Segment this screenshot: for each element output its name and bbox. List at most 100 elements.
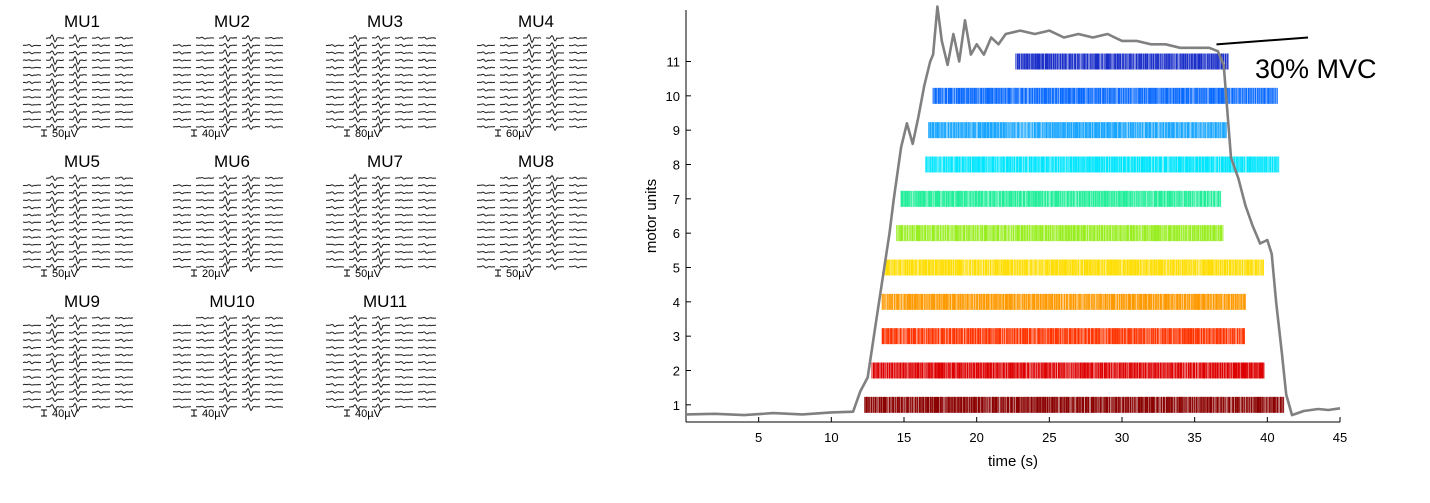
waveform-trace [22,88,42,92]
waveform-trace [114,213,134,217]
waveform-trace [45,203,65,214]
mvc-pointer-line [1216,36,1309,46]
waveform-trace [45,116,65,124]
waveform-trace [499,110,519,114]
y-tick-label: 7 [673,192,680,207]
waveform-trace [219,262,238,273]
waveform-trace [172,346,192,350]
waveform-trace [68,380,87,390]
waveform-trace [114,58,133,62]
motor-unit-title: MU4 [518,12,554,31]
waveform-trace [348,256,368,263]
spike-train-unit-3 [881,328,1245,345]
waveform-trace [499,258,519,261]
waveform-trace [195,221,215,224]
waveform-trace [91,95,111,99]
waveform-trace [371,254,390,265]
waveform-trace [172,206,192,210]
waveform-trace [568,221,588,224]
waveform-trace [545,225,565,235]
waveform-trace [241,78,261,87]
waveform-trace [349,248,368,257]
waveform-trace [264,390,284,394]
waveform-trace [172,198,192,202]
waveform-trace [218,336,238,345]
x-tick-label: 15 [897,430,911,445]
waveform-trace [22,51,42,55]
waveform-trace [476,191,496,195]
waveform-trace [394,368,413,372]
waveform-trace [196,316,215,320]
waveform-trace [264,103,284,106]
waveform-trace [68,55,88,66]
waveform-trace [326,51,345,55]
waveform-trace [195,191,215,195]
waveform-trace [68,71,88,80]
waveform-trace [325,353,345,357]
waveform-trace [264,316,284,320]
waveform-trace [114,398,134,401]
waveform-trace [264,265,284,268]
waveform-trace [195,405,214,409]
waveform-trace [371,358,391,368]
scale-bar-label: 50µV [52,268,79,280]
waveform-trace [68,255,88,265]
waveform-trace [195,103,214,107]
x-tick-label: 25 [1042,430,1056,445]
waveform-trace [348,196,368,205]
waveform-trace [264,250,284,254]
waveform-trace [241,315,261,322]
waveform-trace [569,198,588,202]
waveform-trace [264,73,284,77]
waveform-trace [325,103,344,106]
waveform-trace [114,375,134,379]
waveform-trace [348,173,368,184]
waveform-trace [264,221,284,224]
waveform-trace [371,212,391,219]
waveform-trace [23,221,42,224]
y-tick-label: 6 [673,226,680,241]
waveform-trace [394,88,414,92]
waveform-trace [22,338,42,342]
waveform-trace [45,78,65,88]
waveform-trace [476,118,496,121]
spike-train-unit-5 [884,259,1264,276]
waveform-trace [522,211,542,220]
waveform-trace [325,331,345,335]
waveform-trace [417,51,436,54]
waveform-trace [417,235,437,239]
waveform-trace [91,346,111,349]
waveform-trace [568,236,588,239]
waveform-trace [172,265,192,269]
waveform-trace [371,351,391,360]
scale-bar-label: 40µV [355,408,382,420]
waveform-trace [546,55,565,66]
waveform-trace [371,101,391,109]
waveform-trace [371,79,390,87]
waveform-trace [195,258,215,262]
waveform-trace [91,353,111,357]
motor-unit-title: MU3 [367,12,403,31]
waveform-trace [218,366,238,375]
waveform-trace [196,346,215,349]
waveform-trace [218,387,238,398]
scale-bar-label: 40µV [202,128,229,140]
waveform-trace [476,95,496,99]
waveform-trace [476,221,496,224]
waveform-trace [219,344,238,352]
waveform-trace [91,331,110,335]
waveform-trace [114,199,134,202]
waveform-trace [45,175,65,182]
waveform-trace [348,212,368,218]
waveform-trace [325,73,344,77]
waveform-trace [22,368,42,371]
waveform-trace [264,66,284,70]
waveform-trace [92,51,111,55]
waveform-trace [218,70,238,81]
waveform-trace [417,213,437,217]
waveform-trace [264,360,284,365]
waveform-trace [522,173,541,184]
waveform-trace [68,396,88,403]
scale-bar-label: 60µV [506,128,533,140]
